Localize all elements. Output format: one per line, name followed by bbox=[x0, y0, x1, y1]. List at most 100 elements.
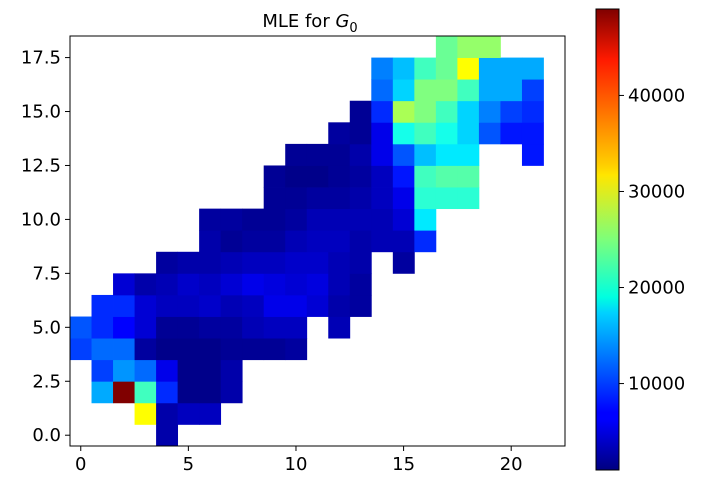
heatmap-cell bbox=[199, 294, 222, 317]
heatmap-cell bbox=[478, 36, 501, 58]
heatmap-cell bbox=[285, 165, 308, 188]
heatmap-cell bbox=[177, 294, 200, 317]
heatmap-cell bbox=[242, 273, 265, 296]
heatmap-cell bbox=[199, 251, 222, 274]
heatmap-cell bbox=[435, 122, 458, 145]
heatmap-cell bbox=[478, 79, 501, 102]
heatmap-cell bbox=[263, 208, 286, 231]
heatmap-cell bbox=[500, 57, 523, 80]
heatmap-cell bbox=[91, 381, 114, 404]
heatmap-cell bbox=[285, 230, 308, 253]
heatmap-cell bbox=[349, 251, 372, 274]
heatmap-cell bbox=[199, 230, 222, 253]
heatmap-cell bbox=[328, 122, 351, 145]
heatmap-cell bbox=[435, 36, 458, 58]
heatmap-cell bbox=[177, 381, 200, 404]
heatmap-cell bbox=[156, 359, 179, 382]
heatmap-cell bbox=[134, 338, 157, 361]
heatmap-cell bbox=[306, 294, 329, 317]
heatmap-cell bbox=[91, 338, 114, 361]
heatmap-cell bbox=[392, 230, 415, 253]
heatmap-cell bbox=[199, 208, 222, 231]
heatmap-cell bbox=[349, 208, 372, 231]
heatmap-cell bbox=[177, 402, 200, 425]
heatmap-cell bbox=[392, 208, 415, 231]
heatmap-cell bbox=[263, 230, 286, 253]
heatmap-cell bbox=[435, 187, 458, 210]
y-tick-label: 2.5 bbox=[32, 371, 61, 392]
heatmap-cell bbox=[500, 79, 523, 102]
heatmap-cell bbox=[285, 208, 308, 231]
heatmap-cell bbox=[500, 100, 523, 123]
heatmap-cell bbox=[414, 143, 437, 166]
heatmap-cell bbox=[392, 100, 415, 123]
heatmap-cell bbox=[91, 294, 114, 317]
chart-title: MLE for G0 bbox=[262, 11, 357, 36]
heatmap-cell bbox=[457, 143, 480, 166]
heatmap-cell bbox=[392, 187, 415, 210]
heatmap-cell bbox=[414, 79, 437, 102]
heatmap-cell bbox=[177, 338, 200, 361]
heatmap-cell bbox=[242, 294, 265, 317]
heatmap-cell bbox=[156, 402, 179, 425]
heatmap-cell bbox=[113, 273, 135, 296]
heatmap-cell bbox=[242, 208, 265, 231]
heatmap-cell bbox=[199, 273, 222, 296]
heatmap-cell bbox=[328, 230, 351, 253]
colorbar-tick-label: 20000 bbox=[628, 278, 685, 299]
heatmap-cell bbox=[263, 165, 286, 188]
heatmap-cell bbox=[113, 338, 135, 361]
heatmap-cell bbox=[328, 316, 351, 339]
heatmap-cell bbox=[177, 316, 200, 339]
heatmap-cell bbox=[392, 79, 415, 102]
heatmap-cell bbox=[349, 143, 372, 166]
colorbar-axis: 10000 20000 30000 40000 bbox=[619, 85, 685, 395]
heatmap-cell bbox=[392, 251, 415, 274]
heatmap-cell bbox=[113, 294, 135, 317]
y-tick-label: 5.0 bbox=[32, 317, 61, 338]
heatmap-cell bbox=[500, 122, 523, 145]
x-tick-label: 20 bbox=[500, 454, 523, 475]
heatmap-cell bbox=[435, 57, 458, 80]
heatmap-cell bbox=[285, 294, 308, 317]
heatmap-cell bbox=[263, 273, 286, 296]
heatmap-cell bbox=[435, 165, 458, 188]
heatmap-cell bbox=[242, 251, 265, 274]
heatmap-cell bbox=[349, 100, 372, 123]
heatmap-cell bbox=[457, 122, 480, 145]
heatmap-cell bbox=[392, 57, 415, 80]
heatmap-cell bbox=[285, 338, 308, 361]
heatmap-cell bbox=[285, 273, 308, 296]
heatmap-cell bbox=[220, 316, 243, 339]
heatmap-cell bbox=[521, 79, 544, 102]
heatmap-cell bbox=[371, 187, 394, 210]
heatmap-cell bbox=[113, 381, 135, 404]
heatmap-cell bbox=[242, 230, 265, 253]
y-tick-label: 10.0 bbox=[21, 209, 61, 230]
heatmap-cell bbox=[156, 294, 179, 317]
heatmap-cell bbox=[220, 230, 243, 253]
heatmap-cell bbox=[435, 143, 458, 166]
heatmap-cell bbox=[457, 100, 480, 123]
heatmap-cell bbox=[306, 251, 329, 274]
heatmap-cell bbox=[392, 122, 415, 145]
heatmap-cell bbox=[371, 165, 394, 188]
heatmap-cell bbox=[156, 273, 179, 296]
heatmap-cell bbox=[156, 251, 179, 274]
heatmap-cell bbox=[328, 294, 351, 317]
x-axis: 0 5 10 15 20 bbox=[75, 446, 523, 475]
heatmap-cell bbox=[263, 187, 286, 210]
heatmap-cell bbox=[414, 208, 437, 231]
heatmap-cell bbox=[263, 316, 286, 339]
heatmap-cell bbox=[414, 57, 437, 80]
heatmap-cell bbox=[220, 294, 243, 317]
heatmap-cell bbox=[113, 359, 135, 382]
heatmap-cell bbox=[263, 251, 286, 274]
y-tick-label: 17.5 bbox=[21, 48, 61, 69]
heatmap-cell bbox=[328, 143, 351, 166]
heatmap-cell bbox=[349, 230, 372, 253]
heatmap-cell bbox=[91, 316, 114, 339]
heatmap-cell bbox=[371, 122, 394, 145]
heatmap-cell bbox=[414, 122, 437, 145]
heatmap-cell bbox=[521, 143, 544, 166]
